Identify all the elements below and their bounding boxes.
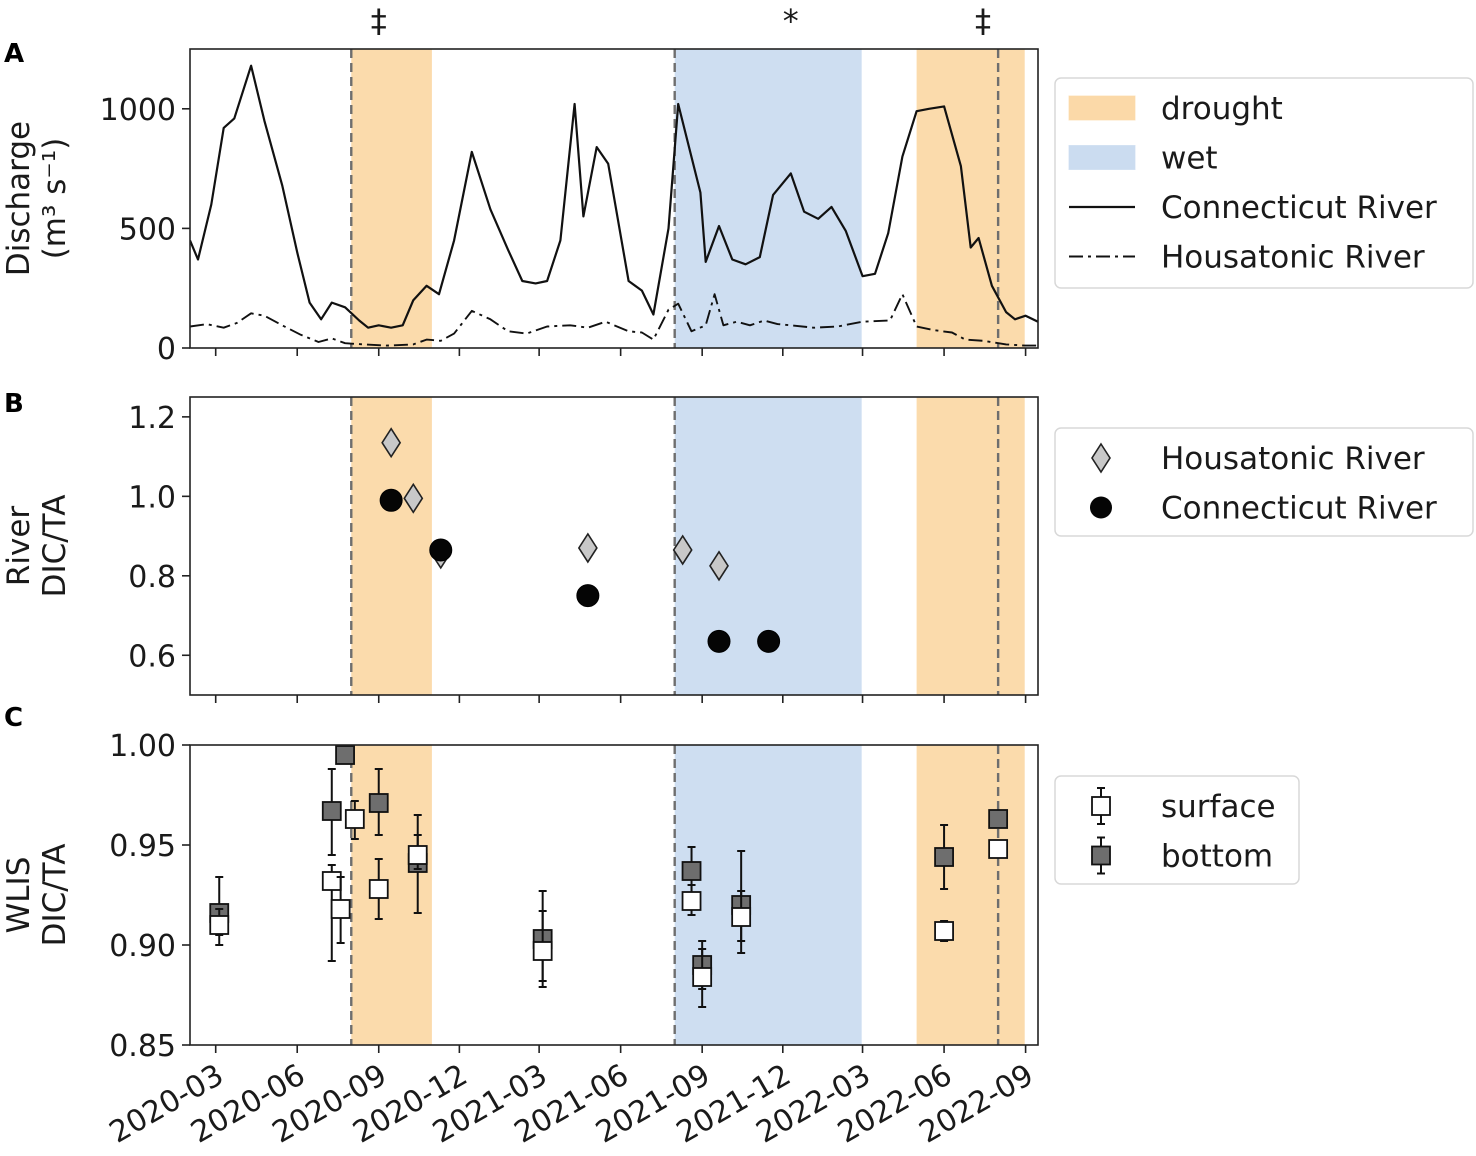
bottom-ratio-point [988,809,1009,829]
surface-ratio-point [532,941,553,961]
y-tick-label: 0.85 [109,1029,176,1064]
bottom-ratio-point [321,801,342,821]
housatonic-ratio-point [381,427,402,459]
connecticut-river-discharge-line [190,64,1038,329]
connecticut-ratio-point [576,584,600,608]
legend-label: wet [1161,141,1218,177]
y-tick-label: 0.8 [128,560,176,595]
y-axis-title: River [1,506,37,587]
legend-swatch-drought [1068,95,1136,121]
legend-swatch-circle [1090,496,1112,519]
y-tick-label: 1000 [100,93,176,128]
legend-label: drought [1161,91,1283,127]
y-axis-title: WLIS [1,857,37,934]
y-tick-label: 0.95 [109,829,176,864]
y-tick-label: 0.90 [109,929,176,964]
bottom-ratio-point [681,861,702,881]
y-axis-title: DIC/TA [37,844,73,947]
y-tick-label: 500 [119,212,176,247]
shade-wet-a-1 [674,49,862,348]
y-tick-label: 1.0 [128,480,176,515]
y-axis-title: (m³ s⁻¹) [37,138,73,260]
panel-a-data [190,64,1038,347]
legend-label: Connecticut River [1161,190,1437,226]
shade-drought-c-2 [916,745,1025,1045]
housatonic-ratio-point [672,534,693,566]
frames-layer [189,48,1039,1046]
surface-ratio-point [731,907,752,927]
shade-wet-c-1 [674,745,862,1045]
shade-drought-a-0 [351,49,432,348]
connecticut-ratio-point [757,629,781,653]
y-axis-title: DIC/TA [37,495,73,598]
housatonic-river-discharge-line [190,293,1038,347]
legend-label: Housatonic River [1161,240,1425,276]
legend-panel-c: surface bottom [1054,775,1300,885]
surface-ratio-point [681,891,702,911]
surface-ratio-point [368,879,389,899]
bottom-ratio-point [335,745,355,765]
legend-label: bottom [1161,839,1273,875]
shade-drought-b-2 [916,397,1025,695]
dashed-markers-layer [350,49,1000,1045]
legend-panel-a: drought wet Connecticut River Housatonic Ri… [1054,77,1474,289]
significance-mark: ‡ [371,2,387,40]
panel-b-data [379,427,781,653]
surface-ratio-point [330,899,351,919]
significance-mark: * [783,2,799,40]
legend-label: Connecticut River [1161,491,1437,527]
panel-letter-a: A [4,39,24,69]
shade-drought-a-2 [916,49,1025,348]
surface-ratio-point [209,915,230,935]
panel-frame-b [189,396,1039,696]
panel-letter-c: C [4,703,23,733]
surface-ratio-point [692,967,713,987]
legend-swatch-wet [1068,145,1136,170]
housatonic-ratio-point [403,482,424,514]
legend-box [1054,427,1474,537]
legend-swatch-square [1091,796,1111,816]
panel-frame-c [189,744,1039,1046]
series-layer [190,64,1038,1008]
housatonic-ratio-point [577,532,598,564]
surface-ratio-point [407,845,428,865]
bottom-ratio-point [934,847,954,867]
surface-ratio-point [988,839,1009,859]
y-tick-label: 1.2 [128,401,176,436]
shade-drought-c-0 [351,745,432,1045]
legend-panel-b: Housatonic River Connecticut River [1054,427,1474,537]
legend-box [1054,775,1300,885]
legend-label: surface [1161,789,1276,825]
axes-layer: 2020-032020-062020-092020-122021-032021-… [100,93,1040,1151]
legend-box [1054,77,1474,289]
significance-mark: ‡ [975,2,991,40]
connecticut-ratio-point [379,488,403,512]
panel-letter-b: B [4,389,24,419]
surface-ratio-point [321,871,342,891]
y-tick-label: 1.00 [109,729,176,764]
bottom-ratio-point [368,793,389,813]
legend-label: Housatonic River [1161,441,1425,477]
housatonic-ratio-point [709,550,729,582]
legend-swatch-square [1091,845,1111,866]
panel-frame-a [189,48,1039,349]
surface-ratio-point [344,809,365,829]
surface-ratio-point [934,921,954,941]
panel-c-data [209,745,1009,1008]
y-tick-label: 0.6 [128,639,176,674]
y-tick-label: 0 [157,332,176,367]
connecticut-ratio-point [429,538,453,562]
y-axis-title: Discharge [1,121,37,276]
legend-swatch-diamond [1091,442,1111,474]
connecticut-ratio-point [707,629,731,653]
